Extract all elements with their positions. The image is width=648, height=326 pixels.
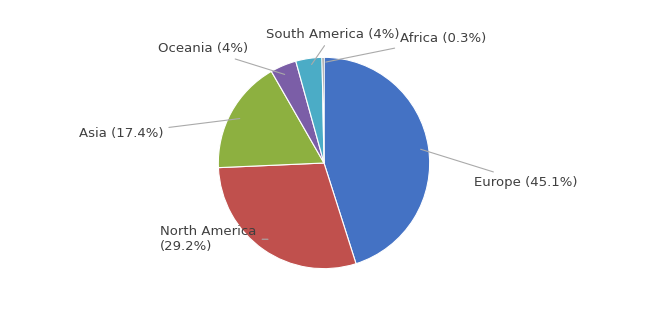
Text: Oceania (4%): Oceania (4%)	[158, 42, 284, 74]
Wedge shape	[218, 163, 356, 269]
Text: Africa (0.3%): Africa (0.3%)	[326, 32, 487, 62]
Text: South America (4%): South America (4%)	[266, 28, 399, 65]
Wedge shape	[324, 57, 430, 264]
Wedge shape	[322, 57, 324, 163]
Wedge shape	[272, 61, 324, 163]
Wedge shape	[295, 57, 324, 163]
Text: North America
(29.2%): North America (29.2%)	[160, 225, 268, 253]
Wedge shape	[218, 71, 324, 168]
Text: Europe (45.1%): Europe (45.1%)	[421, 149, 577, 188]
Text: Asia (17.4%): Asia (17.4%)	[79, 119, 240, 140]
